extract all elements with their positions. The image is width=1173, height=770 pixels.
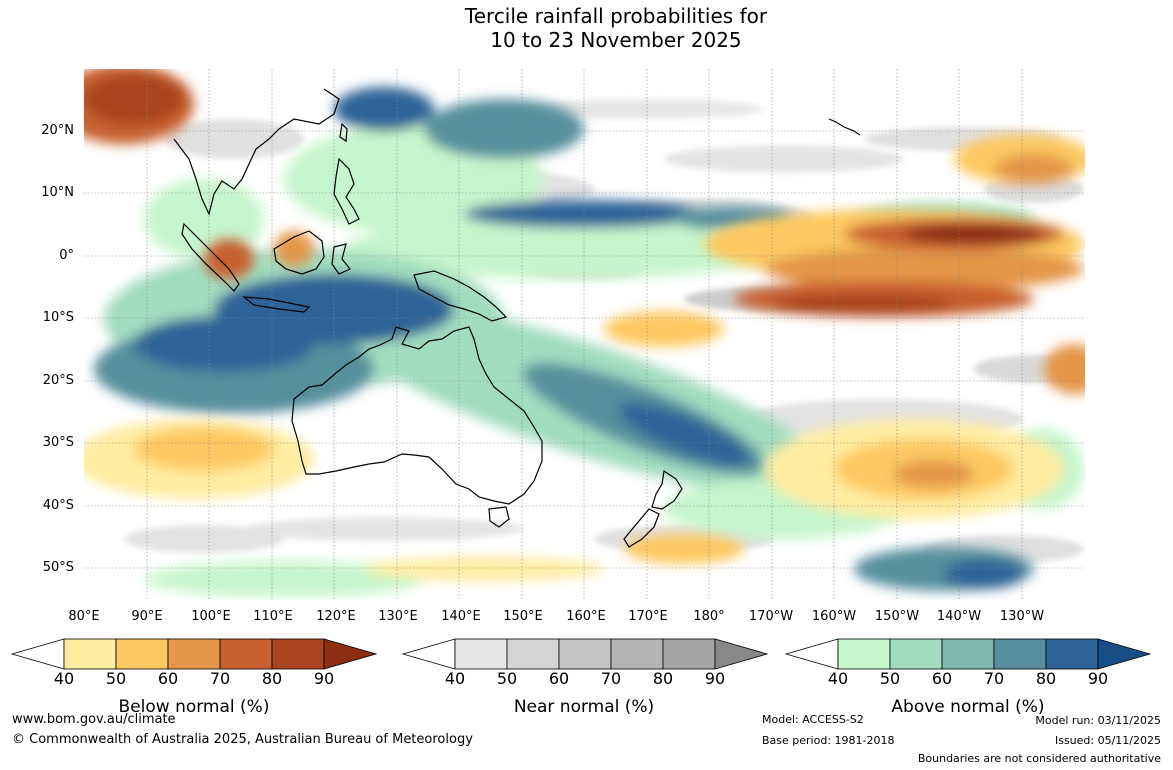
lat-label-30s: 30°S [42, 435, 74, 450]
australia-coast [291, 326, 543, 505]
cbar-near-tick-80: 80 [652, 669, 674, 688]
cbar-above-seg-1 [837, 638, 891, 670]
sumatra-coast [181, 222, 240, 292]
cbar-above-seg-5 [1045, 638, 1099, 670]
near-normal-colorbar [401, 638, 769, 670]
cbar-near-seg-4 [610, 638, 664, 670]
base-period: Base period: 1981-2018 [762, 734, 895, 747]
coastlines [173, 88, 861, 548]
lon-label-150w: 150°W [874, 609, 920, 624]
near-normal-title: Near normal (%) [513, 697, 655, 717]
cbar-below-seg-6 [323, 638, 378, 670]
above-normal-title: Above normal (%) [891, 697, 1045, 717]
cbar-below-tick-70: 70 [209, 669, 231, 688]
lat-label-10s: 10°S [42, 310, 74, 325]
lon-label-180: 180° [693, 609, 725, 624]
new-guinea-coast [413, 270, 508, 322]
lon-label-100e: 100°E [191, 609, 231, 624]
cbar-near-tick-50: 50 [496, 669, 518, 688]
lat-label-0: 0° [59, 248, 74, 263]
boundary-disclaimer: Boundaries are not considered authoritat… [917, 752, 1161, 765]
lat-label-20s: 20°S [42, 373, 74, 388]
model-name: Model: ACCESS-S2 [762, 713, 864, 726]
cbar-near-seg-0 [401, 638, 456, 670]
cbar-below-tick-80: 80 [261, 669, 283, 688]
rainfall-probability-map [84, 69, 1085, 600]
below-normal-title: Below normal (%) [118, 697, 270, 717]
title-line-1: Tercile rainfall probabilities for [464, 4, 768, 28]
model-run-date: Model run: 03/11/2025 [1035, 714, 1161, 727]
lon-label-110e: 110°E [253, 609, 293, 624]
title-line-2: 10 to 23 November 2025 [490, 28, 742, 52]
tasmania-coast [488, 506, 510, 528]
cbar-above-seg-6 [1097, 638, 1152, 670]
hawaii-coast [828, 118, 861, 136]
sulawesi-coast [331, 243, 351, 275]
cbar-below-tick-60: 60 [157, 669, 179, 688]
below-normal-colorbar [10, 638, 378, 670]
lon-label-170e: 170°E [628, 609, 668, 624]
lat-label-40s: 40°S [42, 498, 74, 513]
lon-label-90e: 90°E [131, 609, 163, 624]
cbar-below-seg-3 [167, 638, 221, 670]
cbar-above-seg-0 [784, 638, 839, 670]
java-coast [242, 296, 311, 313]
philippines-coast [333, 157, 360, 225]
issued-date: Issued: 05/11/2025 [1054, 734, 1161, 747]
lon-label-160e: 160°E [566, 609, 606, 624]
cbar-below-tick-50: 50 [105, 669, 127, 688]
cbar-near-seg-2 [506, 638, 560, 670]
cbar-above-seg-3 [941, 638, 995, 670]
lon-label-130e: 130°E [378, 609, 418, 624]
cbar-near-tick-60: 60 [548, 669, 570, 688]
lon-label-140e: 140°E [441, 609, 481, 624]
cbar-below-seg-0 [10, 638, 65, 670]
lon-label-160w: 160°W [811, 609, 857, 624]
below-normal-field [84, 69, 1085, 581]
cbar-near-seg-6 [714, 638, 769, 670]
taiwan-coast [339, 122, 348, 143]
cbar-near-seg-1 [454, 638, 508, 670]
cbar-above-tick-50: 50 [879, 669, 901, 688]
cbar-above-tick-60: 60 [931, 669, 953, 688]
cbar-above-tick-40: 40 [827, 669, 849, 688]
lat-label-20n: 20°N [41, 123, 74, 138]
website-link[interactable]: www.bom.gov.au/climate [12, 712, 176, 727]
borneo-coast [273, 230, 325, 275]
new-zealand-coast [623, 469, 683, 548]
cbar-below-seg-4 [219, 638, 273, 670]
cbar-below-tick-40: 40 [53, 669, 75, 688]
copyright-text: © Commonwealth of Australia 2025, Austra… [12, 732, 473, 747]
cbar-above-tick-80: 80 [1035, 669, 1057, 688]
above-normal-field [94, 87, 1084, 597]
map-title: Tercile rainfall probabilities for 10 to… [0, 4, 1173, 52]
cbar-near-seg-5 [662, 638, 716, 670]
map-canvas [84, 69, 1085, 600]
lat-label-10n: 10°N [41, 185, 74, 200]
lon-label-170w: 170°W [748, 609, 794, 624]
lon-label-140w: 140°W [936, 609, 982, 624]
cbar-below-seg-5 [271, 638, 325, 670]
cbar-above-seg-4 [993, 638, 1047, 670]
cbar-below-tick-90: 90 [313, 669, 335, 688]
cbar-near-tick-70: 70 [600, 669, 622, 688]
lon-label-150e: 150°E [503, 609, 543, 624]
cbar-below-seg-1 [63, 638, 117, 670]
cbar-near-tick-90: 90 [704, 669, 726, 688]
cbar-near-tick-40: 40 [444, 669, 466, 688]
lon-label-80e: 80°E [68, 609, 100, 624]
lon-label-130w: 130°W [999, 609, 1045, 624]
cbar-below-seg-2 [115, 638, 169, 670]
lon-label-120e: 120°E [316, 609, 356, 624]
above-normal-colorbar [784, 638, 1152, 670]
graticule [84, 69, 1085, 600]
se-asia-coast [173, 88, 340, 216]
cbar-above-seg-2 [889, 638, 943, 670]
cbar-above-tick-70: 70 [983, 669, 1005, 688]
lat-label-50s: 50°S [42, 560, 74, 575]
cbar-above-tick-90: 90 [1087, 669, 1109, 688]
cbar-near-seg-3 [558, 638, 612, 670]
